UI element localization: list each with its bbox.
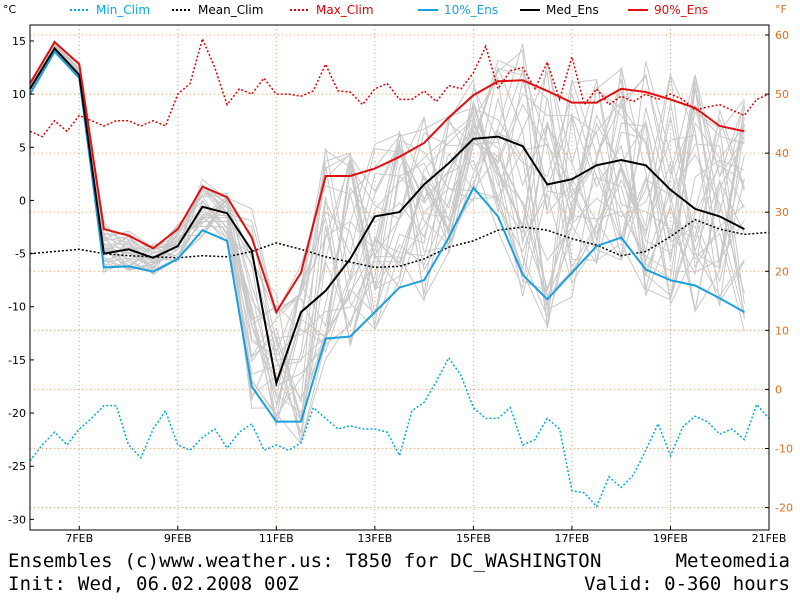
y-tick-label-left: -30 [8,513,26,526]
y-tick-label-right: 20 [775,265,789,278]
series-lines [29,36,770,508]
ensemble-member-line [29,43,745,443]
x-tick-label: 9FEB [164,532,192,545]
ensemble-member-line [29,43,745,403]
footer-brand: Meteomedia [675,550,790,572]
y-axis-left: 15 10 5 0 -5 -10 -15 -20 -25 -30 [8,35,34,526]
left-unit-label: °C [3,3,17,16]
x-tick-label: 21FEB [752,532,787,545]
ensemble-member-line [29,42,745,406]
y-tick-label-right: 10 [775,324,789,337]
y-tick-label-right: 30 [775,206,789,219]
y-tick-label-right: 0 [775,383,782,396]
ensemble-member-line [29,49,745,401]
y-tick-label-right: 40 [775,147,789,160]
footer-title: Ensembles (c)www.weather.us: T850 for DC… [8,550,602,572]
ensemble-member-line [29,42,745,445]
y-tick-label-left: -15 [8,354,26,367]
ensemble-member-line [29,45,745,409]
footer-valid: Valid: 0-360 hours [584,573,790,595]
y-tick-label-left: 15 [12,35,26,48]
ensemble-member-line [29,40,745,414]
y-tick-label-left: -20 [8,407,26,420]
series-line-med_ens [29,46,745,388]
x-tick-label: 17FEB [555,532,590,545]
y-tick-label-right: -10 [775,442,793,455]
series-line-min_clim [29,356,770,508]
ensemble-member-line [29,48,745,418]
series-line-10pct_ens [29,49,745,423]
ensemble-member-line [29,47,745,420]
y-tick-label-left: 5 [19,141,26,154]
legend-label: Med_Ens [546,3,599,17]
y-tick-label-right: 60 [775,29,789,42]
legend-label: 90%_Ens [654,3,708,17]
ensemble-member-line [29,42,745,314]
legend-label: Mean_Clim [198,3,263,17]
ensemble-member-line [29,47,745,423]
legend-label: 10%_Ens [444,3,498,17]
y-tick-label-left: -5 [15,248,26,261]
y-axis-right: 60 50 40 30 20 10 0 -10 -20 [765,29,793,515]
plot-frame [29,24,770,531]
y-tick-label-left: 0 [19,194,26,207]
ensemble-members [29,39,745,445]
x-tick-label: 13FEB [357,532,392,545]
x-tick-label: 11FEB [259,532,294,545]
legend: Min_Clim Mean_Clim Max_Clim 10%_Ens Med_Ens 9… [70,3,708,17]
y-tick-label-left: -10 [8,301,26,314]
ensemble-member-line [29,42,745,375]
legend-label: Max_Clim [316,3,374,17]
series-line-max_clim [29,36,770,138]
y-tick-label-right: -20 [775,502,793,515]
x-tick-label: 15FEB [456,532,491,545]
ensemble-member-line [29,44,745,339]
y-tick-label-left: -25 [8,460,26,473]
ensemble-member-line [29,41,745,383]
footer-init: Init: Wed, 06.02.2008 00Z [8,573,299,595]
ensemble-member-line [29,39,745,421]
series-line-90pct_ens [29,40,745,315]
ensemble-member-line [29,51,745,358]
legend-label: Min_Clim [96,3,150,17]
right-unit-label: °F [775,3,787,16]
x-tick-label: 7FEB [65,532,93,545]
ensemble-member-line [29,48,745,418]
series-line-mean_clim [29,218,770,269]
x-axis: 7FEB 9FEB 11FEB 13FEB 15FEB 17FEB 19FEB 21FEB [65,526,786,545]
gridlines [30,25,769,530]
ensemble-member-line [29,51,745,427]
x-tick-label: 19FEB [653,532,688,545]
y-tick-label-right: 50 [775,88,789,101]
y-tick-label-left: 10 [12,88,26,101]
